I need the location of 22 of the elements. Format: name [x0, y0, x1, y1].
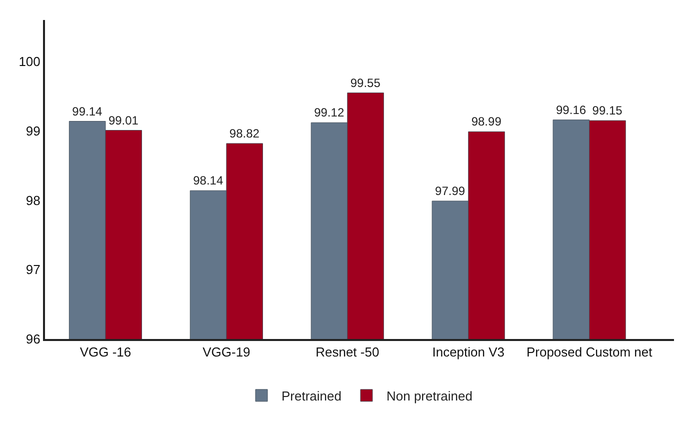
data-label: 98.99	[471, 114, 502, 129]
y-tick-label: 97	[26, 262, 40, 278]
x-tick-label: Proposed Custom net	[526, 344, 653, 360]
data-label: 99.15	[592, 104, 623, 118]
data-label: 97.99	[435, 184, 466, 198]
y-tick-label: 96	[26, 332, 40, 347]
data-label: 99.14	[72, 104, 103, 118]
data-label: 99.01	[108, 113, 139, 128]
y-tick-label: 100	[18, 54, 40, 70]
y-tick-label: 99	[26, 124, 40, 139]
x-tick-label: Inception V3	[432, 344, 505, 360]
data-label: 98.14	[193, 174, 224, 188]
x-tick-label: VGG -16	[80, 344, 132, 360]
data-label: 98.82	[229, 126, 260, 140]
data-label: 99.12	[314, 106, 344, 120]
x-tick-label: VGG-19	[202, 344, 250, 360]
legend-label: Pretrained	[282, 388, 342, 404]
x-tick-label: Resnet -50	[316, 344, 380, 360]
legend-label: Non pretrained	[386, 388, 472, 404]
y-tick-label: 98	[26, 192, 40, 208]
data-label: 99.55	[350, 76, 381, 90]
data-label: 99.16	[556, 102, 586, 117]
